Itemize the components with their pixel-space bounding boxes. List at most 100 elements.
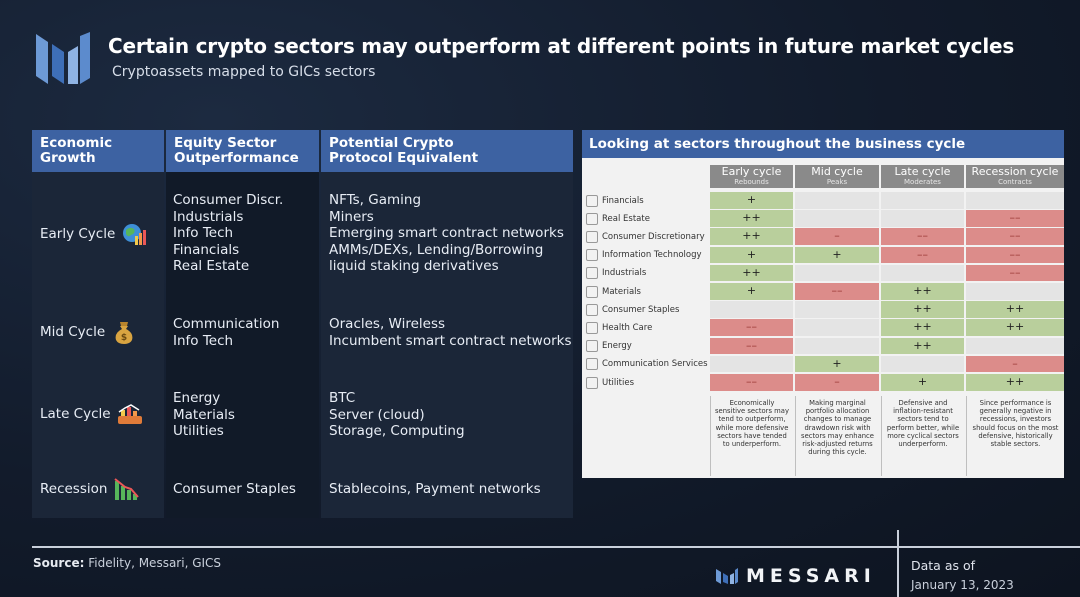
- column-header-title: Mid cycle: [811, 165, 863, 178]
- early-sectors: Consumer Discr. Industrials Info Tech Fi…: [173, 192, 283, 275]
- column-header-sub: Contracts: [998, 178, 1032, 186]
- business-cycle-chart: Looking at sectors throughout the busine…: [582, 130, 1064, 478]
- crypto-item: NFTs, Gaming: [329, 192, 422, 208]
- cycle-cell: [881, 355, 964, 373]
- row-label: Utilities: [582, 374, 708, 391]
- sector-item: Info Tech: [173, 332, 234, 349]
- source-note: Source: Fidelity, Messari, GICS: [33, 556, 221, 570]
- column-header-sub: Rebounds: [734, 178, 769, 186]
- crypto-item: Stablecoins, Payment networks: [329, 481, 541, 497]
- crypto-item: liquid staking derivatives: [329, 258, 499, 274]
- sector-item: Financials: [173, 241, 240, 258]
- sector-icon: [586, 285, 598, 298]
- cycle-note: Making marginal portfolio allocation cha…: [795, 396, 879, 476]
- crypto-item: Incumbent smart contract networks: [329, 332, 572, 349]
- row-label-text: Materials: [602, 286, 641, 297]
- crypto-item: Miners: [329, 208, 374, 225]
- page-title: Certain crypto sectors may outperform at…: [108, 34, 1015, 58]
- column-header: Late cycle Moderates: [881, 165, 964, 188]
- cycle-cell: ++: [966, 319, 1064, 337]
- header-economic-growth: Economic Growth: [32, 130, 164, 172]
- cycle-cell: ––: [795, 283, 879, 300]
- sector-icon: [586, 230, 598, 243]
- cycle-cell: –: [795, 374, 879, 391]
- cycle-early-label: Early Cycle: [40, 225, 116, 242]
- row-label: Information Technology: [582, 247, 708, 264]
- recession-sectors: Consumer Staples: [173, 481, 296, 498]
- cycle-cell: +: [795, 246, 879, 264]
- cycle-cell: +: [710, 192, 793, 209]
- row-label-text: Information Technology: [602, 250, 702, 261]
- sector-icon: [586, 340, 598, 353]
- cycle-note: Since performance is generally negative …: [966, 396, 1064, 476]
- column-header: Early cycle Rebounds: [710, 165, 793, 188]
- cycle-recession: Recession: [40, 477, 140, 501]
- cycle-cell: –: [795, 228, 879, 246]
- row-label: Health Care: [582, 319, 708, 336]
- cycle-cell: [966, 192, 1064, 209]
- sector-icon: [586, 321, 598, 334]
- cycle-cell: [710, 301, 793, 318]
- sector-icon: [586, 303, 598, 316]
- cycle-note: Defensive and inflation-resistant sector…: [881, 396, 964, 476]
- cycle-cell: ++: [881, 283, 964, 300]
- cycle-cell: +: [710, 283, 793, 300]
- cycle-cell: –: [966, 355, 1064, 373]
- cycle-cell: ––: [966, 246, 1064, 264]
- row-label-text: Communication Services: [602, 359, 708, 370]
- crypto-item: Server (cloud): [329, 406, 425, 423]
- sector-item: Utilities: [173, 423, 224, 439]
- column-header: Recession cycle Contracts: [966, 165, 1064, 188]
- row-label: Financials: [582, 192, 708, 209]
- cycle-cell: ––: [710, 374, 793, 391]
- cycle-cell: [795, 301, 879, 318]
- row-label-text: Utilities: [602, 377, 634, 388]
- column-header-sub: Moderates: [904, 178, 941, 186]
- money-bag-icon: $: [115, 322, 133, 344]
- messari-logo-icon: [36, 32, 90, 84]
- header-equity-sector: Equity Sector Outperformance: [166, 130, 319, 172]
- cycle-recession-label: Recession: [40, 480, 108, 497]
- sector-icon: [586, 212, 598, 225]
- sector-item: Materials: [173, 406, 235, 423]
- cycle-cell: [795, 337, 879, 355]
- column-header-sub: Peaks: [826, 178, 848, 186]
- cycle-cell: +: [795, 355, 879, 373]
- cycle-cell: [881, 192, 964, 209]
- row-label: Real Estate: [582, 210, 708, 227]
- chart-hand-icon: [117, 404, 142, 424]
- column-header-title: Recession cycle: [971, 165, 1059, 178]
- globe-chart-icon: [123, 224, 147, 245]
- column-equity-sector: Consumer Discr. Industrials Info Tech Fi…: [166, 172, 319, 518]
- svg-text:$: $: [121, 333, 127, 343]
- sector-icon: [586, 376, 598, 389]
- cycle-cell: ++: [881, 337, 964, 355]
- cycle-cell: +: [710, 246, 793, 264]
- sector-icon: [586, 358, 598, 371]
- crypto-item: Emerging smart contract networks: [329, 225, 564, 241]
- crypto-item: Oracles, Wireless: [329, 316, 446, 332]
- footer-vertical-divider: [897, 530, 899, 597]
- row-label: Consumer Staples: [582, 301, 708, 318]
- sector-item: Industrials: [173, 208, 244, 225]
- cycle-cell: ++: [966, 374, 1064, 391]
- sector-item: Real Estate: [173, 258, 250, 274]
- mid-crypto: Oracles, Wireless Incumbent smart contra…: [329, 316, 572, 349]
- cycle-cell: +: [881, 374, 964, 391]
- cycle-cell: ++: [966, 301, 1064, 318]
- crypto-item: BTC: [329, 390, 356, 406]
- row-label: Consumer Discretionary: [582, 228, 708, 245]
- sector-item: Energy: [173, 390, 221, 406]
- header-equity-sector-text: Equity Sector Outperformance: [174, 135, 299, 166]
- sector-item: Info Tech: [173, 225, 234, 241]
- early-crypto: NFTs, Gaming Miners Emerging smart contr…: [329, 192, 564, 275]
- sector-item: Communication: [173, 316, 280, 332]
- late-sectors: Energy Materials Utilities: [173, 390, 235, 440]
- row-label: Materials: [582, 283, 708, 300]
- row-label-text: Energy: [602, 341, 632, 352]
- cycle-cell: ––: [881, 228, 964, 246]
- cycle-cell: [795, 319, 879, 337]
- row-label: Energy: [582, 338, 708, 355]
- cycle-mid: Mid Cycle $: [40, 320, 137, 344]
- column-economic-growth: Early Cycle Mid Cycle $ Late Cycle: [32, 172, 164, 518]
